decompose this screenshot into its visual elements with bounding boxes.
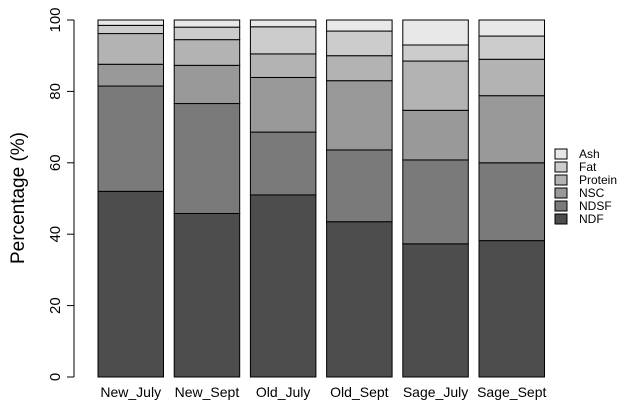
bar-segment-sage-sept-fat xyxy=(478,35,545,60)
bar-segment-old-sept-protein xyxy=(326,55,393,82)
bar-segment-new-sept-fat xyxy=(173,26,241,41)
bar-segment-old-july-ndsf xyxy=(249,131,317,196)
bar-segment-old-july-fat xyxy=(249,26,317,55)
bar-segment-old-sept-ndsf xyxy=(326,149,393,223)
bar-segment-old-july-nsc xyxy=(249,76,317,133)
bar-segment-sage-sept-ndf xyxy=(478,240,545,378)
legend-swatch-nsc xyxy=(554,187,568,199)
legend-label-ndsf: NDSF xyxy=(579,199,612,213)
bar-segment-sage-july-ndf xyxy=(402,243,469,378)
bar-segment-new-sept-ndf xyxy=(173,212,241,378)
bar-segment-sage-sept-nsc xyxy=(478,95,545,164)
bar-segment-new-july-ndsf xyxy=(97,85,164,192)
bar-segment-old-sept-ash xyxy=(326,19,393,32)
bar-segment-old-july-protein xyxy=(249,53,317,78)
bar-segment-old-july-ash xyxy=(249,19,317,28)
legend-swatch-ndsf xyxy=(554,200,568,212)
y-tick-label: 60 xyxy=(47,154,64,171)
bar-segment-sage-july-nsc xyxy=(402,109,469,161)
bar-segment-old-sept-fat xyxy=(326,30,393,57)
bar-segment-new-sept-ash xyxy=(173,19,241,28)
y-tick-label: 0 xyxy=(47,373,64,381)
legend-label-ash: Ash xyxy=(579,147,600,161)
bar-segment-new-sept-ndsf xyxy=(173,103,241,214)
x-tick-label-sage-july: Sage_July xyxy=(403,384,468,400)
x-tick-label-old-july: Old_July xyxy=(256,384,310,400)
bar-segment-sage-july-protein xyxy=(402,60,469,111)
legend-swatch-fat xyxy=(554,161,568,173)
x-axis-labels: New_July New_Sept Old_July Old_Sept Sage_Jul… xyxy=(100,384,546,400)
legend-swatch-protein xyxy=(554,174,568,186)
bar-segment-new-july-fat xyxy=(97,24,164,35)
y-tick-label: 80 xyxy=(47,83,64,100)
legend-label-fat: Fat xyxy=(579,160,597,174)
bar-segment-sage-july-ndsf xyxy=(402,159,469,245)
legend-label-ndf: NDF xyxy=(579,212,604,226)
bar-segment-new-july-nsc xyxy=(97,63,164,87)
bar-segment-sage-july-fat xyxy=(402,44,469,62)
bar-segment-old-sept-ndf xyxy=(326,221,393,378)
bar-segment-new-july-ndf xyxy=(97,190,164,378)
legend-label-nsc: NSC xyxy=(579,186,605,200)
legend-swatch-ash xyxy=(554,148,568,160)
bar-segment-new-july-protein xyxy=(97,33,164,65)
bar-segment-sage-sept-ndsf xyxy=(478,162,545,242)
bar-segment-sage-july-ash xyxy=(402,19,469,46)
bar-segment-old-sept-nsc xyxy=(326,80,393,151)
y-tick-label: 20 xyxy=(47,297,64,314)
legend-label-protein: Protein xyxy=(579,173,617,187)
bar-segment-sage-sept-ash xyxy=(478,19,545,37)
x-tick-label-old-sept: Old_Sept xyxy=(330,384,388,400)
x-tick-label-new-july: New_July xyxy=(100,384,161,400)
bar-segment-new-july-ash xyxy=(97,19,164,26)
y-axis-label: Percentage (%) xyxy=(8,132,29,264)
x-tick-label-new-sept: New_Sept xyxy=(175,384,240,400)
x-tick-label-sage-sept: Sage_Sept xyxy=(477,384,546,400)
y-axis: 0 20 40 60 80 100 xyxy=(47,7,75,381)
bar-segment-sage-sept-protein xyxy=(478,58,545,97)
y-tick-label: 40 xyxy=(47,226,64,243)
bar-segment-old-july-ndf xyxy=(249,194,317,378)
bars xyxy=(97,19,545,378)
y-tick-label: 100 xyxy=(47,7,64,32)
legend-swatch-ndf xyxy=(554,213,568,225)
bar-segment-new-sept-protein xyxy=(173,39,241,66)
bar-segment-new-sept-nsc xyxy=(173,64,241,105)
